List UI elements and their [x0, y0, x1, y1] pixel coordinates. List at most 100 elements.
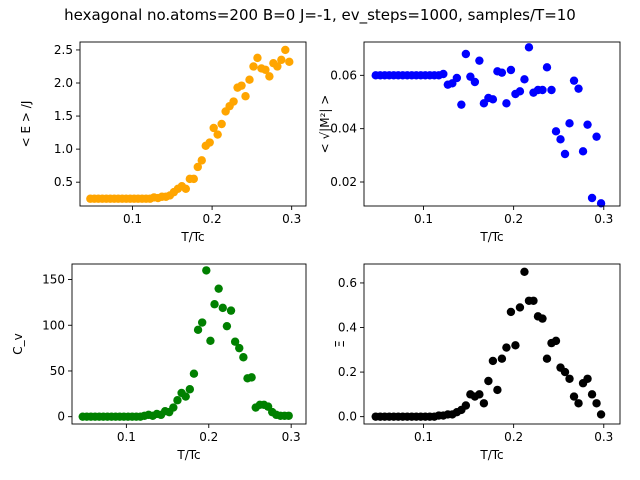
data-point	[547, 85, 556, 95]
figure-title: hexagonal no.atoms=200 B=0 J=-1, ev_step…	[64, 6, 576, 24]
data-point	[479, 399, 489, 408]
data-point	[181, 392, 190, 401]
subplot-4: 0.1 0.2 0.3 0.0 0.2 0.4 0.6 T/Tc Ξ	[333, 263, 621, 462]
y-tick-label: 2.5	[54, 43, 73, 57]
data-point	[209, 123, 218, 133]
data-point	[241, 92, 250, 101]
x-tick-label: 0.2	[504, 212, 523, 226]
data-point	[237, 81, 246, 90]
data-point	[551, 127, 561, 136]
data-point	[502, 99, 511, 108]
data-point	[222, 321, 232, 331]
data-point	[239, 353, 248, 362]
data-point	[210, 300, 219, 309]
series-points	[78, 266, 293, 421]
data-point	[470, 77, 480, 87]
data-point	[185, 385, 195, 394]
data-point	[551, 336, 561, 346]
data-point	[247, 373, 256, 382]
data-point	[245, 75, 254, 84]
data-point	[569, 392, 579, 401]
data-point	[538, 314, 547, 323]
data-point	[226, 306, 236, 315]
y-tick-label: 0.04	[330, 122, 357, 136]
data-point	[583, 374, 592, 383]
data-point	[574, 84, 583, 93]
data-point	[284, 411, 293, 420]
axes-frame	[363, 41, 621, 207]
data-point	[214, 284, 223, 293]
data-point	[524, 43, 534, 52]
data-point	[493, 385, 502, 395]
data-point	[217, 119, 226, 129]
data-point	[461, 401, 471, 410]
data-point	[193, 325, 203, 335]
subplot-3: 0.1 0.2 0.3 0 50 100 150 T/Tc C_v	[11, 263, 307, 462]
x-tick-label: 0.3	[594, 430, 613, 444]
y-tick-label: 0	[57, 410, 65, 424]
x-tick-label: 0.1	[123, 212, 142, 226]
y-tick-label: 1.0	[54, 142, 73, 156]
data-point	[273, 62, 282, 71]
data-point	[230, 337, 240, 346]
series-points	[86, 45, 294, 203]
data-point	[565, 374, 574, 383]
data-point	[538, 85, 547, 95]
data-point	[475, 56, 484, 65]
data-point	[452, 73, 462, 83]
y-axis-label: C_v	[11, 333, 25, 354]
data-point	[542, 63, 552, 72]
y-tick-label: 0.6	[338, 276, 357, 290]
data-point	[265, 72, 274, 81]
axes-frame	[79, 41, 307, 207]
data-point	[520, 75, 529, 84]
data-point	[193, 162, 202, 172]
data-point	[556, 135, 565, 144]
data-point	[511, 341, 520, 350]
data-point	[488, 95, 498, 104]
data-point	[596, 410, 606, 419]
data-point	[218, 303, 227, 313]
data-point	[515, 87, 525, 96]
data-point	[497, 354, 507, 363]
data-point	[520, 267, 529, 276]
data-point	[592, 399, 601, 408]
data-point	[213, 130, 222, 139]
y-tick-label: 0.5	[54, 175, 73, 189]
data-point	[583, 120, 592, 129]
data-point	[202, 266, 211, 275]
data-point	[235, 343, 244, 353]
data-point	[569, 76, 579, 85]
data-point	[206, 336, 215, 345]
data-point	[497, 68, 507, 77]
data-point	[515, 303, 525, 312]
data-point	[285, 57, 294, 67]
y-tick-label: 0.02	[330, 175, 357, 189]
data-point	[205, 138, 214, 147]
data-point	[173, 396, 182, 405]
data-point	[542, 354, 552, 363]
data-point	[197, 318, 207, 327]
data-point	[502, 343, 511, 352]
data-point	[181, 184, 191, 194]
data-point	[261, 65, 270, 74]
series-points	[371, 267, 606, 421]
y-axis-label: < E > /J	[19, 101, 33, 148]
data-point	[229, 97, 238, 106]
data-point	[529, 296, 538, 305]
data-point	[189, 174, 198, 184]
x-tick-label: 0.3	[282, 430, 301, 444]
data-point	[189, 369, 199, 378]
data-point	[565, 119, 574, 128]
data-point	[488, 356, 498, 366]
y-tick-label: 2.0	[54, 76, 73, 90]
y-tick-label: 0.06	[330, 68, 357, 82]
y-tick-label: 1.5	[54, 109, 73, 123]
data-point	[281, 45, 290, 55]
y-axis-label: < √|M²| >	[318, 95, 332, 154]
data-point	[484, 376, 493, 386]
y-axis-label: Ξ	[333, 340, 347, 348]
y-tick-label: 150	[42, 273, 65, 287]
y-tick-label: 0.2	[338, 365, 357, 379]
